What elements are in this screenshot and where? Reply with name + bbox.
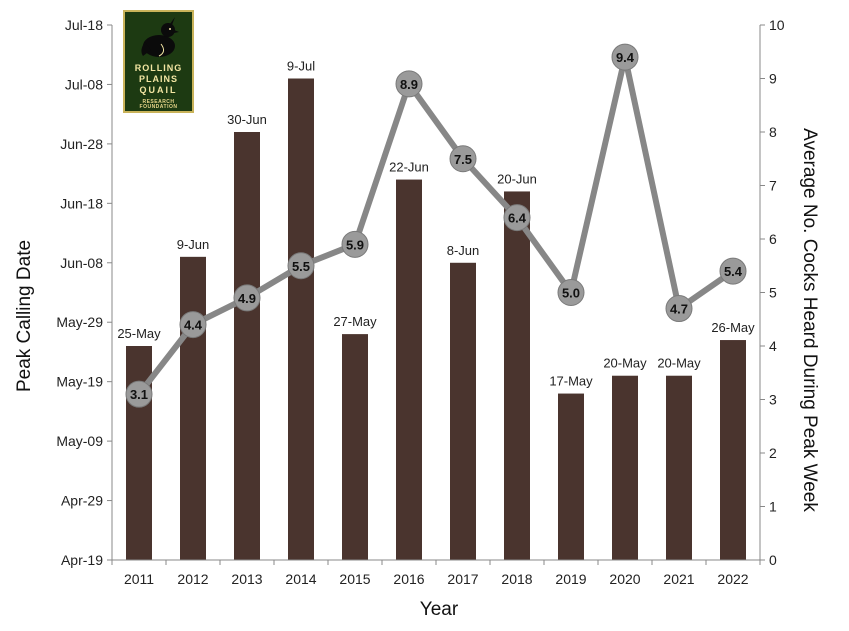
line-point (125, 380, 153, 408)
x-tick-label: 2012 (177, 571, 208, 587)
bar (558, 393, 584, 560)
bar-label: 20-Jun (497, 171, 537, 186)
line-point (287, 252, 315, 280)
right-tick-label: 6 (769, 231, 777, 247)
point-label: 7.5 (454, 152, 472, 167)
line-point (557, 279, 585, 306)
bar-labels: 25-May 9-Jun 30-Jun 9-Jul 27-May 22-Jun 8-Jun 2… (117, 59, 755, 389)
bar-label: 22-Jun (389, 160, 429, 175)
x-tick-label: 2015 (339, 571, 370, 587)
series-line (136, 54, 735, 396)
line-point (503, 204, 531, 232)
bar-label: 27-May (333, 314, 377, 329)
point-label: 5.9 (346, 237, 364, 252)
bar (180, 256, 206, 560)
bar (666, 375, 692, 560)
bar-label: 20-May (657, 356, 701, 371)
left-axis-title: Peak Calling Date (14, 240, 35, 392)
left-tick-label: Jun-08 (60, 255, 103, 271)
bar-label: 17-May (549, 374, 593, 389)
bar (720, 340, 746, 560)
left-tick-label: Jul-08 (65, 76, 103, 92)
logo-text-research-foundation: RESEARCH FOUNDATION (139, 99, 178, 110)
x-axis-title: Year (420, 599, 459, 620)
left-tick-label: Jun-28 (60, 136, 103, 152)
right-tick-label: 0 (769, 552, 777, 568)
point-label: 4.4 (184, 318, 203, 333)
line-point (665, 295, 693, 323)
x-tick-label: 2013 (231, 571, 262, 587)
right-tick-label: 10 (769, 17, 785, 33)
line-point (179, 311, 207, 339)
right-tick-label: 2 (769, 445, 777, 461)
x-tick-label: 2021 (663, 571, 694, 587)
point-label: 3.1 (130, 387, 148, 402)
bar-label: 8-Jun (447, 243, 480, 258)
point-label: 4.9 (238, 291, 256, 306)
right-tick-label: 5 (769, 285, 777, 301)
x-tick-label: 2011 (124, 571, 154, 587)
left-tick-label: Jun-18 (60, 195, 103, 211)
left-tick-label: Apr-19 (61, 552, 103, 568)
left-tick-label: May-19 (56, 374, 103, 390)
x-tick-label: 2014 (285, 571, 316, 587)
right-tick-label: 1 (769, 499, 777, 515)
axes (107, 24, 765, 565)
bar-label: 9-Jul (287, 59, 315, 74)
x-tick-label: 2016 (393, 571, 424, 587)
right-tick-label: 4 (769, 338, 777, 354)
x-axis-ticks: 2011 2012 2013 2014 2015 2016 2017 2018 2019 2020… (124, 571, 749, 587)
point-label: 5.5 (292, 259, 310, 274)
bar-label: 20-May (603, 356, 647, 371)
point-label: 4.7 (670, 302, 688, 317)
bar-label: 30-Jun (227, 112, 267, 127)
line-point (449, 145, 477, 173)
line-point (233, 284, 261, 312)
point-label: 5.4 (724, 264, 743, 279)
bar (342, 334, 368, 560)
right-tick-label: 9 (769, 71, 777, 87)
line-series: 3.1 4.4 4.9 5.5 5.9 8.9 7.5 6.4 5.0 9.4 4.7 5.4 (125, 43, 747, 408)
logo-text-plains: PLAINS (138, 74, 178, 84)
right-tick-label: 8 (769, 124, 777, 140)
line-point (611, 43, 639, 71)
right-tick-label: 7 (769, 178, 777, 194)
x-tick-label: 2022 (717, 571, 748, 587)
left-tick-label: Jul-18 (65, 17, 103, 33)
line-point (719, 257, 747, 285)
x-tick-label: 2019 (555, 571, 586, 587)
left-tick-label: May-29 (56, 314, 103, 330)
line-point (395, 70, 423, 98)
quail-icon (141, 17, 179, 57)
line-point (341, 230, 369, 258)
bar (288, 78, 314, 560)
bar (450, 262, 476, 560)
bar (234, 132, 260, 560)
bar (396, 179, 422, 561)
point-label: 6.4 (508, 211, 527, 226)
bar (504, 191, 530, 560)
left-axis-ticks: Apr-19 Apr-29 May-09 May-19 May-29 Jun-08 Jun-… (56, 17, 103, 568)
point-label: 5.0 (562, 286, 580, 301)
right-axis-ticks: 0 1 2 3 4 5 6 7 8 9 10 (769, 17, 785, 568)
left-tick-label: Apr-29 (61, 493, 103, 509)
bars (126, 78, 746, 561)
x-tick-label: 2020 (609, 571, 640, 587)
x-tick-label: 2017 (447, 571, 478, 587)
x-tick-label: 2018 (501, 571, 532, 587)
rolling-plains-quail-logo: ROLLING PLAINS QUAIL RESEARCH FOUNDATION (123, 10, 194, 113)
bar (612, 375, 638, 560)
point-label: 8.9 (400, 77, 418, 92)
left-tick-label: May-09 (56, 433, 103, 449)
right-tick-label: 3 (769, 392, 777, 408)
logo-text-rolling: ROLLING (134, 63, 183, 73)
bar-label: 25-May (117, 326, 161, 341)
logo-text-quail: QUAIL (139, 85, 178, 95)
right-axis-title: Average No. Cocks Heard During Peak Week (799, 128, 820, 512)
point-label: 9.4 (616, 50, 635, 65)
bar-label: 26-May (711, 320, 755, 335)
bar-label: 9-Jun (177, 237, 210, 252)
